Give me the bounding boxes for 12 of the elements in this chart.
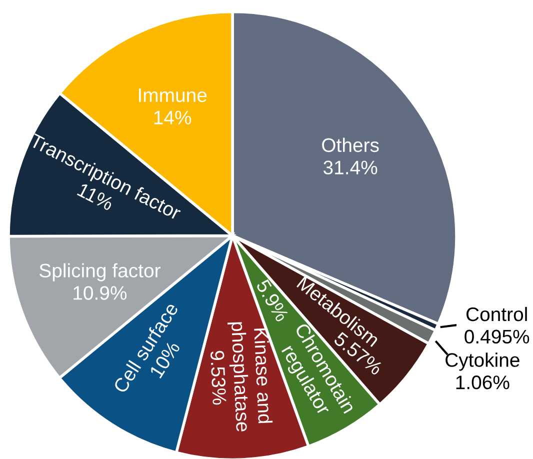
data-label: 31.4% <box>323 160 378 174</box>
slice-label: Splicing factor <box>40 263 160 282</box>
data-label: 10.9% <box>74 286 127 300</box>
slice-label: Immune <box>139 88 207 102</box>
data-label: 0.495% <box>464 330 530 344</box>
slice-label: Cytokine <box>446 352 520 371</box>
slice-label: Control <box>466 306 527 322</box>
slice-label: Kinase and phosphatase <box>227 322 273 432</box>
slice-label: Others <box>322 138 379 152</box>
data-label: 9.53% <box>210 350 227 405</box>
data-label: 1.06% <box>456 376 510 390</box>
data-label: 14% <box>154 110 192 124</box>
